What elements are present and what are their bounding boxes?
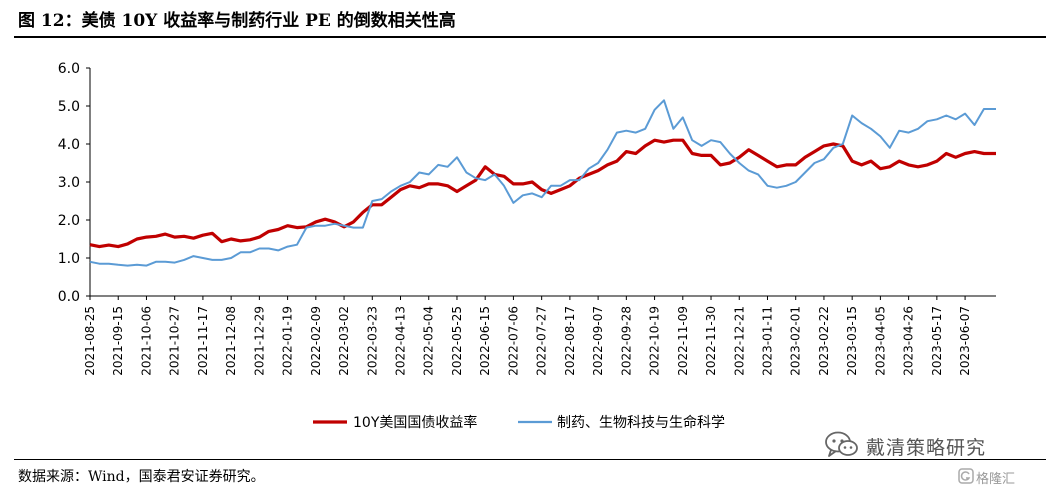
x-tick-label: 2022-04-13 (394, 306, 408, 376)
x-tick-label: 2021-09-15 (111, 306, 125, 376)
x-tick-label: 2022-05-04 (422, 306, 436, 376)
x-tick-label: 2022-11-09 (676, 306, 690, 376)
chart-series (89, 99, 996, 267)
x-tick-label: 2021-11-17 (196, 306, 210, 376)
title-rule (14, 36, 1046, 38)
x-tick-label: 2023-02-22 (817, 306, 831, 376)
x-tick-label: 2022-07-06 (506, 306, 520, 376)
x-tick-label: 2023-05-17 (930, 306, 944, 376)
chart-legend: 10Y美国国债收益率 制药、生物科技与生命科学 (313, 414, 725, 431)
x-tick-label: 2021-12-29 (252, 306, 266, 376)
x-tick-label: 2021-08-25 (83, 306, 97, 376)
x-tick-label: 2023-03-15 (845, 306, 859, 376)
y-tick-label: 2.0 (58, 213, 80, 229)
y-tick-label: 5.0 (58, 99, 80, 115)
x-tick-label: 2023-04-26 (902, 306, 916, 376)
x-tick-label: 2022-11-30 (704, 306, 718, 376)
x-tick-label: 2022-09-07 (591, 306, 605, 376)
x-tick-label: 2022-05-25 (450, 306, 464, 376)
source-note: 数据来源：Wind，国泰君安证券研究。 (18, 469, 265, 485)
x-tick-label: 2022-02-09 (309, 306, 323, 376)
footer-rule (14, 459, 1046, 460)
y-tick-label: 3.0 (58, 175, 80, 191)
x-tick-label: 2022-10-19 (648, 306, 662, 376)
x-tick-label: 2021-12-08 (224, 306, 238, 376)
watermark-text: 戴清策略研究 (866, 437, 987, 459)
y-tick-label: 4.0 (58, 137, 80, 153)
x-tick-label: 2022-01-19 (281, 306, 295, 376)
x-tick-label: 2022-12-21 (732, 306, 746, 376)
x-tick-label: 2022-09-28 (619, 306, 633, 376)
x-tick-label: 2022-06-15 (478, 306, 492, 376)
figure-title: 图 12：美债 10Y 收益率与制药行业 PE 的倒数相关性高 (18, 11, 456, 31)
series-line-1 (89, 99, 996, 267)
x-tick-label: 2023-02-01 (789, 306, 803, 376)
x-tick-label: 2022-03-02 (337, 306, 351, 376)
x-tick-label: 2022-03-23 (365, 306, 379, 376)
gelonghui-logo-icon (958, 468, 974, 484)
legend-label-0: 10Y美国国债收益率 (353, 414, 477, 431)
y-tick-label: 1.0 (58, 251, 80, 267)
x-tick-label: 2023-01-11 (760, 306, 774, 376)
series-line-0 (89, 138, 996, 249)
x-tick-label: 2023-04-05 (873, 306, 887, 376)
x-tick-label: 2021-10-27 (168, 306, 182, 376)
legend-label-1: 制药、生物科技与生命科学 (557, 414, 725, 431)
watermark-brand: 格隆汇 (976, 472, 1016, 487)
x-tick-label: 2023-06-07 (958, 306, 972, 376)
chart-axes: 0.0 1.0 2.0 3.0 4.0 5.0 6.0 2021-08-25 2021-09-1… (58, 61, 996, 376)
line-chart: 0.0 1.0 2.0 3.0 4.0 5.0 6.0 2021-08-25 2021-09-1… (58, 61, 996, 431)
wechat-bubble-icon (825, 431, 858, 457)
y-tick-label: 0.0 (58, 289, 80, 305)
x-tick-label: 2022-08-17 (563, 306, 577, 376)
x-tick-label: 2022-07-27 (535, 306, 549, 376)
y-tick-label: 6.0 (58, 61, 80, 77)
x-tick-label: 2021-10-06 (139, 306, 153, 376)
